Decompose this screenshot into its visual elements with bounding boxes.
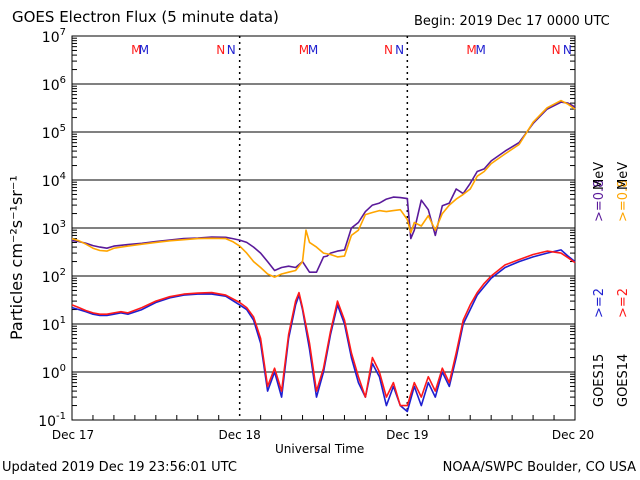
legend-unit-15: MeV (592, 162, 607, 190)
x-tick-labels: Dec 17 Dec 18 Dec 19 Dec 20 (52, 415, 594, 442)
series-line-2 (71, 249, 576, 413)
series-line-0 (71, 101, 576, 273)
y-tick-label: 102 (42, 267, 66, 286)
region-marker: M (308, 43, 318, 57)
region-marker: N (227, 43, 236, 57)
chart-title: GOES Electron Flux (5 minute data) (12, 8, 279, 26)
legend-goes14-high: >=0.8 (616, 180, 631, 222)
grid (71, 35, 576, 421)
region-marker: M (466, 43, 476, 57)
y-tick-label: 104 (42, 171, 66, 190)
y-axis-label: Particles cm⁻²s⁻¹sr⁻¹ (7, 175, 26, 340)
region-marker: M (299, 43, 309, 57)
credit-label: NOAA/SWPC Boulder, CO USA (442, 460, 636, 475)
updated-label: Updated 2019 Dec 19 23:56:01 UTC (2, 460, 237, 475)
legend-goes15: GOES15 (592, 354, 607, 407)
y-tick-label: 106 (42, 75, 66, 94)
region-marker: N (563, 43, 572, 57)
y-tick-label: 100 (42, 363, 66, 382)
x-tick-label: Dec 18 (219, 428, 261, 442)
region-marker: N (395, 43, 404, 57)
region-marker: N (216, 43, 225, 57)
begin-label: Begin: 2019 Dec 17 0000 UTC (414, 14, 610, 29)
x-tick-label: Dec 20 (552, 428, 594, 442)
series-line-3 (71, 250, 576, 407)
y-tick-label: 105 (42, 123, 66, 142)
region-marker: N (384, 43, 393, 57)
y-tick-label: 101 (42, 315, 66, 334)
region-marker: N (552, 43, 561, 57)
series-line-1 (71, 99, 576, 278)
y-tick-label: 107 (42, 27, 66, 46)
region-marker: M (139, 43, 149, 57)
legend-goes15-low: >=2 (592, 288, 607, 318)
legend-goes14: GOES14 (616, 354, 631, 407)
x-tick-label: Dec 19 (386, 428, 428, 442)
region-marker: M (131, 43, 141, 57)
region-markers: MM N N MM N N MM N N (131, 43, 572, 57)
x-tick-label: Dec 17 (52, 428, 94, 442)
legend-goes14-low: >=2 (616, 288, 631, 318)
x-axis-label: Universal Time (275, 442, 365, 456)
series-layer (71, 99, 576, 413)
legend-unit-14: MeV (616, 162, 631, 190)
region-marker: M (476, 43, 486, 57)
y-tick-label: 103 (42, 219, 66, 238)
legend-goes15-high: >=0.8 (592, 180, 607, 222)
